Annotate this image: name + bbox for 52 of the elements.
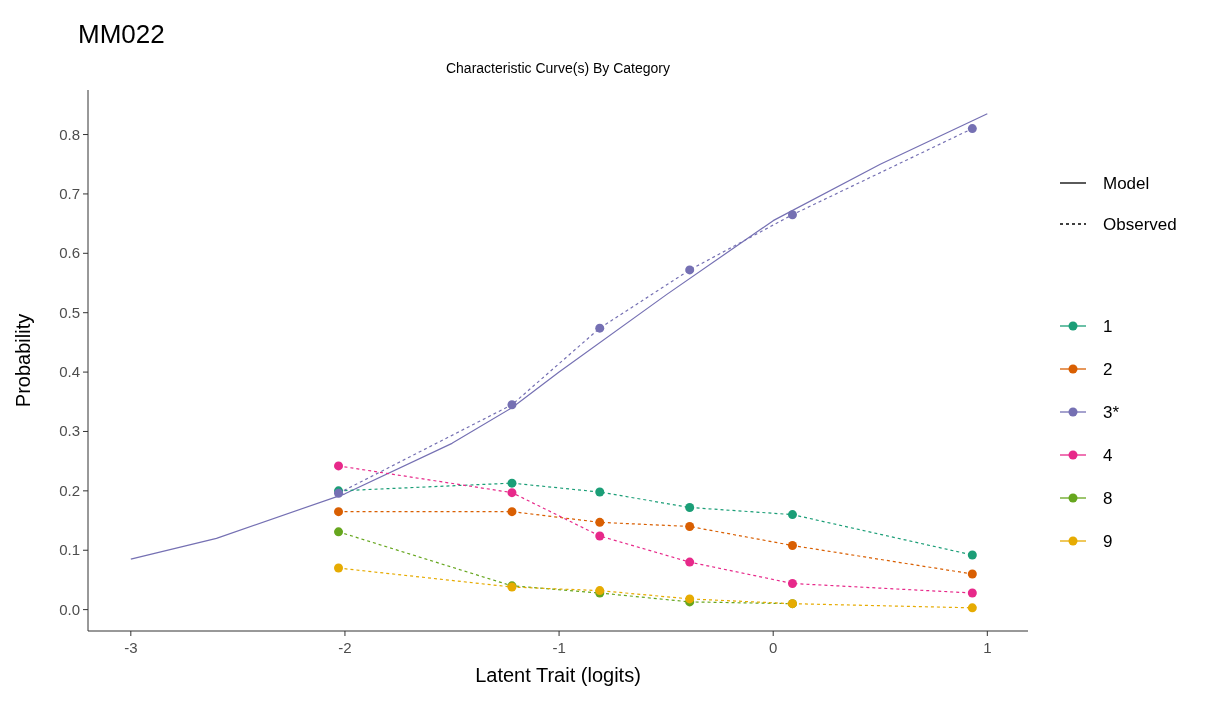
point <box>967 588 977 598</box>
x-axis-title: Latent Trait (logits) <box>475 664 641 686</box>
y-tick-label: 0.2 <box>59 481 80 499</box>
x-tick-label: 1 <box>983 639 992 656</box>
text: Model <box>1103 174 1150 193</box>
point <box>595 487 605 497</box>
x-tick-label: -3 <box>124 639 138 656</box>
legend-label: 8 <box>1103 489 1113 508</box>
y-tick-label: 0.7 <box>59 184 80 202</box>
legend-label: 2 <box>1103 360 1113 379</box>
point <box>334 461 344 471</box>
legend-label: 3* <box>1103 403 1120 422</box>
point <box>595 517 605 527</box>
text: Observed <box>1103 215 1177 234</box>
point <box>507 478 517 488</box>
point <box>334 507 344 517</box>
chart-subtitle: Characteristic Curve(s) By Category <box>445 60 671 76</box>
point <box>787 540 797 550</box>
point <box>507 400 517 410</box>
x-tick-label: -2 <box>338 639 352 656</box>
x-tick-label: -1 <box>552 639 566 656</box>
point <box>685 521 695 531</box>
x-tick-label: 0 <box>769 639 778 656</box>
legend-label: 1 <box>1103 317 1113 336</box>
point <box>595 323 605 333</box>
y-tick-label: 0.1 <box>59 541 80 559</box>
y-axis-title: Probability <box>12 313 34 408</box>
point <box>595 531 605 541</box>
point <box>334 563 344 573</box>
y-tick-label: 0.8 <box>59 125 80 143</box>
line-series <box>130 113 988 560</box>
point <box>685 502 695 512</box>
point <box>507 507 517 517</box>
legend-label: 4 <box>1103 446 1113 465</box>
y-tick-label: 0.6 <box>59 244 80 262</box>
y-tick-label: 0.3 <box>59 422 80 440</box>
point <box>507 488 517 498</box>
chart-title: MM022 <box>78 19 165 49</box>
point <box>787 578 797 588</box>
legend-label: 9 <box>1103 532 1113 551</box>
point <box>685 265 695 275</box>
point <box>967 550 977 560</box>
point <box>685 557 695 567</box>
point <box>787 210 797 220</box>
point <box>967 603 977 613</box>
point <box>334 527 344 537</box>
point <box>787 510 797 520</box>
point <box>967 124 977 134</box>
point <box>967 569 977 579</box>
y-tick-label: 0.4 <box>59 363 80 381</box>
y-tick-label: 0.5 <box>59 303 80 321</box>
y-tick-label: 0.0 <box>59 600 80 618</box>
